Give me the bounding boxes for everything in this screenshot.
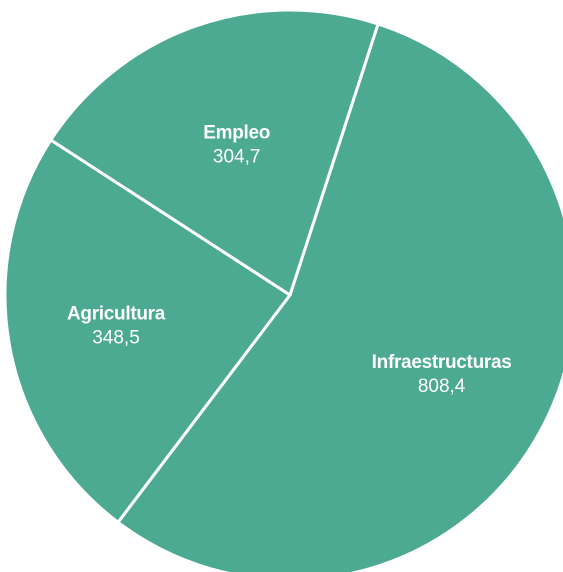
slice-value-infraestructuras: 808,4	[418, 376, 466, 397]
slice-label-infraestructuras: Infraestructuras	[372, 352, 512, 373]
pie-slices	[3, 8, 563, 572]
pie-slice-empleo	[49, 8, 380, 297]
pie-labels: Infraestructuras 808,4 Agricultura 348,5 Emp…	[67, 123, 512, 398]
slice-value-empleo: 304,7	[213, 147, 261, 168]
pie-slice-infraestructuras	[116, 22, 563, 572]
slice-value-agricultura: 348,5	[92, 328, 140, 349]
pie-slice-agricultura	[3, 138, 292, 524]
slice-label-empleo: Empleo	[203, 123, 270, 144]
slice-label-agricultura: Agricultura	[67, 304, 166, 325]
